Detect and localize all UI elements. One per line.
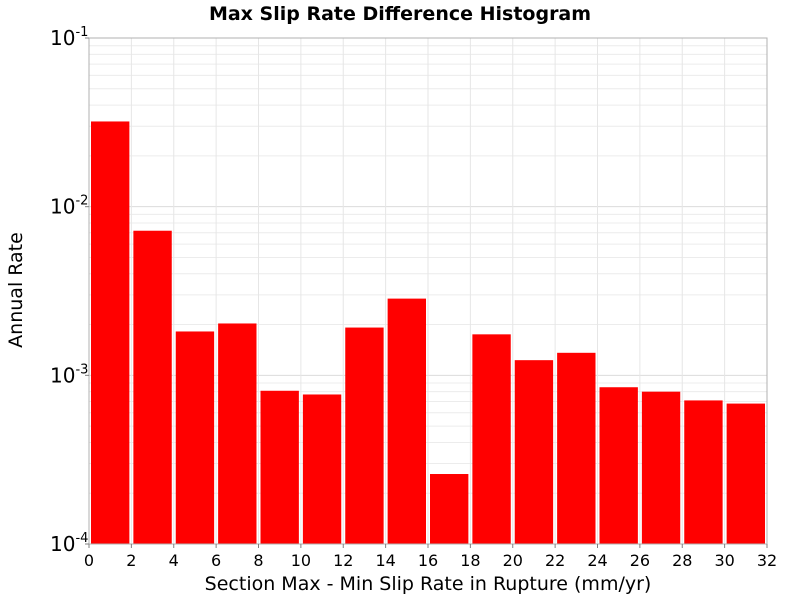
histogram-bar: [302, 394, 342, 544]
x-tick-label: 14: [375, 551, 395, 570]
x-tick-label: 26: [630, 551, 650, 570]
y-tick-label: 10-4: [50, 531, 88, 556]
histogram-bar: [514, 360, 554, 544]
bars-group: [91, 121, 765, 544]
histogram-bar: [726, 403, 765, 544]
chart-title: Max Slip Rate Difference Histogram: [209, 3, 591, 25]
histogram-bar: [599, 387, 638, 544]
histogram-bar: [91, 121, 130, 544]
histogram-bar: [175, 331, 215, 544]
x-tick-label: 6: [211, 551, 221, 570]
histogram-bar: [133, 230, 172, 544]
histogram-bar: [430, 474, 469, 544]
histogram-bar: [387, 298, 426, 544]
y-axis-ticks: 10-4 10-3 10-2 10-1: [50, 25, 89, 556]
x-tick-label: 4: [169, 551, 179, 570]
x-tick-label: 8: [253, 551, 263, 570]
x-tick-label: 22: [545, 551, 565, 570]
histogram-bar: [557, 352, 596, 544]
x-tick-label: 20: [503, 551, 523, 570]
histogram-bar: [641, 391, 681, 544]
x-axis-ticks: 0 2 4 6 8 10 12 14 16 18 20 22 24 26 28 30 32: [84, 544, 777, 570]
x-tick-label: 18: [460, 551, 480, 570]
histogram-bar: [345, 327, 384, 544]
x-tick-label: 10: [291, 551, 311, 570]
histogram-bar: [218, 323, 257, 544]
y-tick-label: 10-3: [50, 362, 88, 387]
y-tick-label: 10-2: [50, 194, 88, 219]
x-tick-label: 24: [587, 551, 607, 570]
histogram-bar: [684, 400, 723, 544]
y-axis-label: Annual Rate: [5, 232, 27, 348]
x-axis-label: Section Max - Min Slip Rate in Rupture (…: [205, 573, 652, 595]
x-tick-label: 2: [126, 551, 136, 570]
x-tick-label: 32: [757, 551, 777, 570]
x-tick-label: 28: [672, 551, 692, 570]
histogram-bar: [472, 334, 511, 544]
x-tick-label: 0: [84, 551, 94, 570]
x-tick-label: 30: [714, 551, 734, 570]
x-tick-label: 16: [418, 551, 438, 570]
histogram-bar: [260, 390, 299, 544]
y-tick-label: 10-1: [50, 25, 88, 50]
x-tick-label: 12: [333, 551, 353, 570]
